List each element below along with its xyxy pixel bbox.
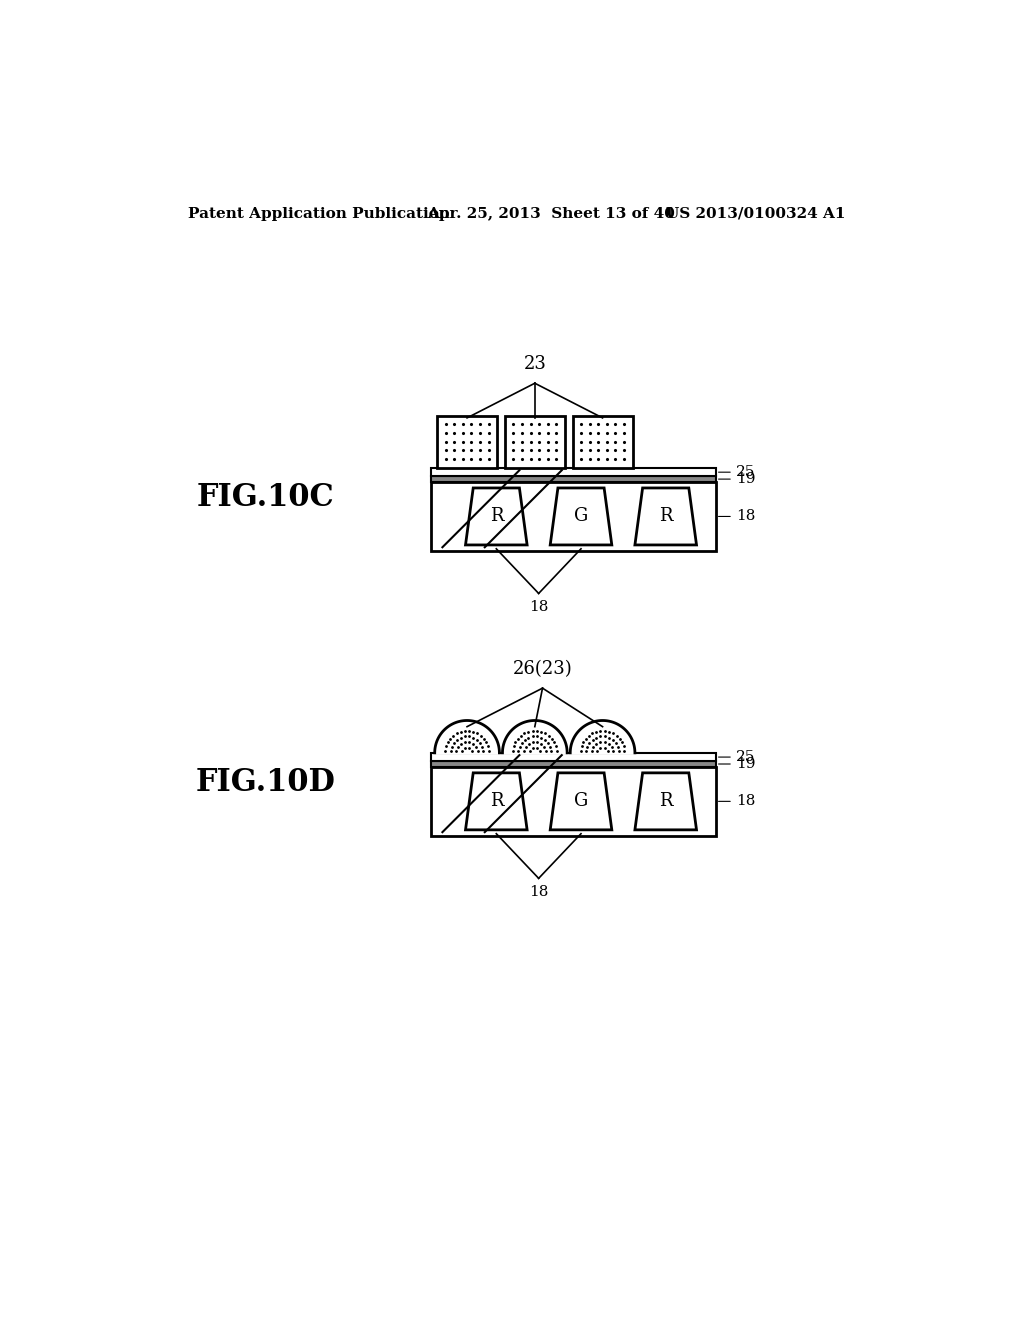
Bar <box>431 762 716 767</box>
Text: 19: 19 <box>719 756 756 771</box>
Bar <box>431 752 716 762</box>
Text: 26(23): 26(23) <box>513 660 572 678</box>
Bar <box>431 469 716 477</box>
Text: 23: 23 <box>523 355 546 374</box>
Text: R: R <box>489 507 503 525</box>
Text: 18: 18 <box>719 795 755 808</box>
Text: 18: 18 <box>719 510 755 524</box>
Text: US 2013/0100324 A1: US 2013/0100324 A1 <box>666 207 845 220</box>
Bar <box>431 477 716 482</box>
Polygon shape <box>466 774 527 830</box>
Polygon shape <box>635 774 696 830</box>
Bar <box>437 416 497 469</box>
Polygon shape <box>550 774 611 830</box>
Polygon shape <box>570 721 635 752</box>
Bar <box>505 416 565 469</box>
Text: 18: 18 <box>529 599 548 614</box>
Text: Patent Application Publication: Patent Application Publication <box>188 207 451 220</box>
Bar <box>572 416 633 469</box>
Text: 18: 18 <box>529 884 548 899</box>
Text: G: G <box>573 792 588 810</box>
Polygon shape <box>466 488 527 545</box>
Bar <box>431 767 716 836</box>
Text: 25: 25 <box>719 750 755 764</box>
Text: 19: 19 <box>719 473 756 486</box>
Text: Apr. 25, 2013  Sheet 13 of 40: Apr. 25, 2013 Sheet 13 of 40 <box>427 207 675 220</box>
Text: G: G <box>573 507 588 525</box>
Polygon shape <box>435 721 500 752</box>
Text: R: R <box>659 792 673 810</box>
Polygon shape <box>550 488 611 545</box>
Text: R: R <box>659 507 673 525</box>
Text: 25: 25 <box>719 465 755 479</box>
Polygon shape <box>635 488 696 545</box>
Text: FIG.10C: FIG.10C <box>197 482 334 512</box>
Polygon shape <box>503 721 567 752</box>
Text: R: R <box>489 792 503 810</box>
Bar <box>431 482 716 552</box>
Text: FIG.10D: FIG.10D <box>196 767 335 797</box>
